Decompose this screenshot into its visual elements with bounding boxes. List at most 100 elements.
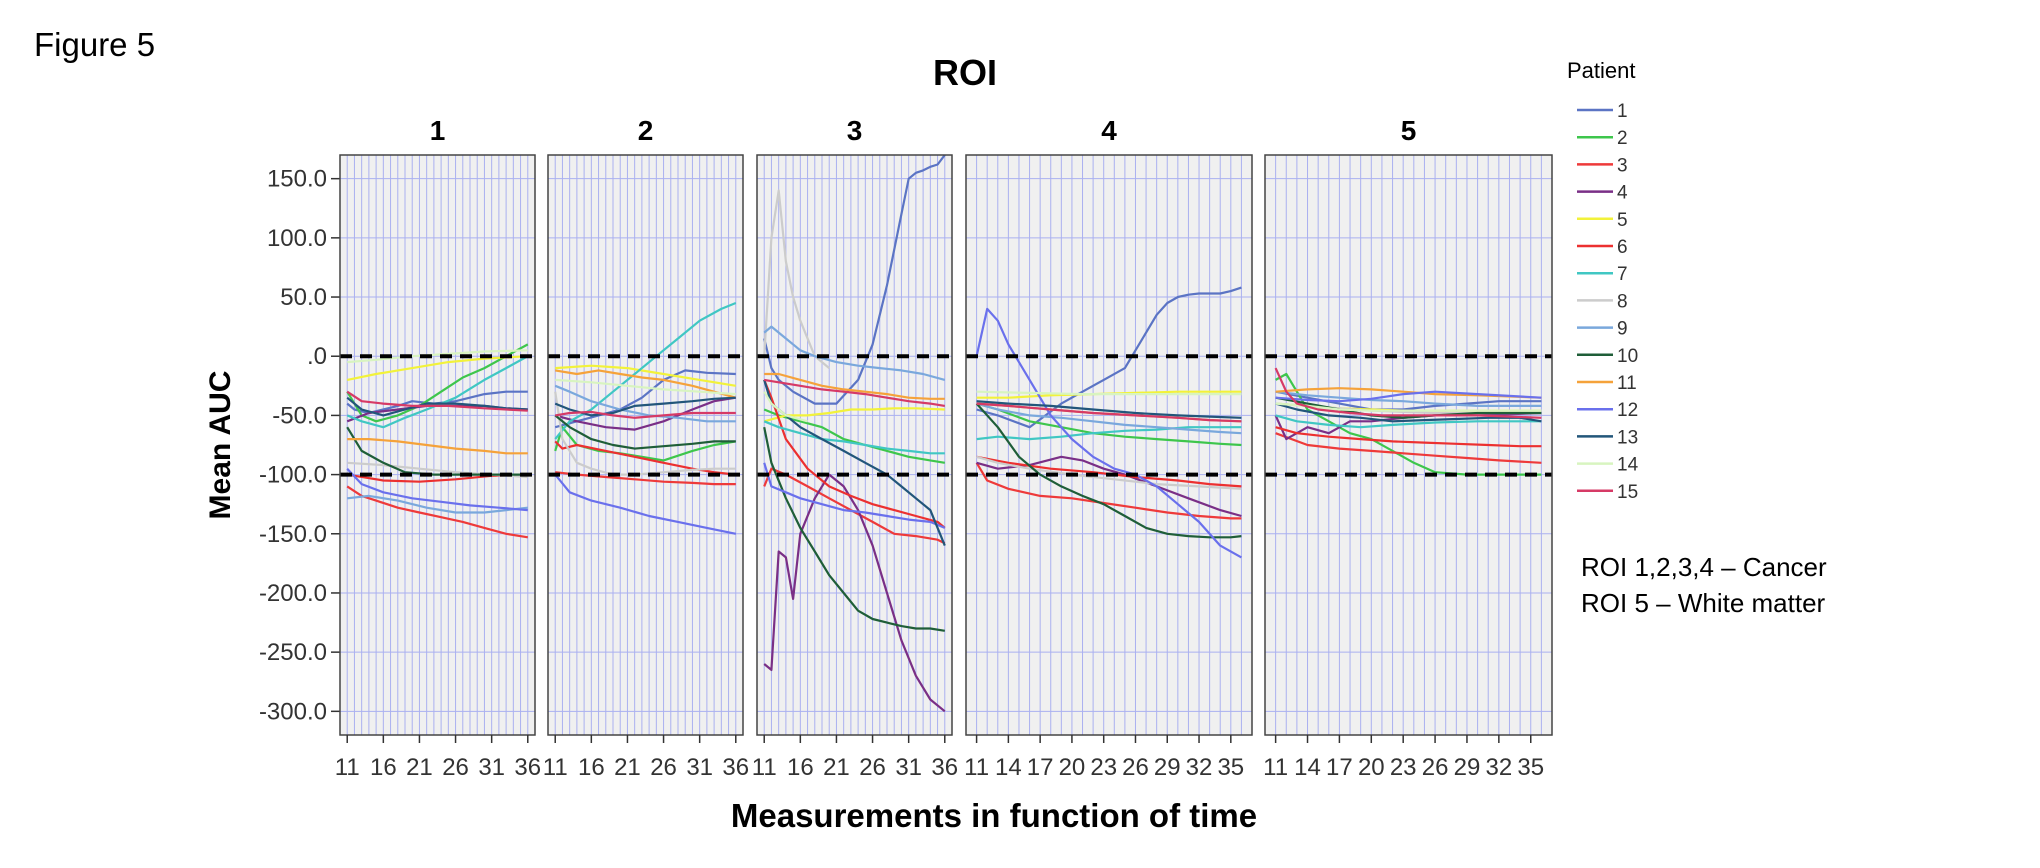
series-line-patient-2: [976, 402, 1242, 447]
x-tick-label: 26: [859, 754, 886, 781]
series-line-patient-11: [764, 372, 945, 400]
series-line-patient-9: [763, 325, 946, 381]
y-tick-label: -250.0: [259, 639, 327, 666]
series-line-patient-15: [976, 402, 1242, 423]
x-tick-label: 36: [931, 754, 958, 781]
x-tick-label: 20: [1059, 754, 1086, 781]
y-tick-label: 50.0: [280, 284, 327, 311]
series-line-patient-8: [976, 455, 1242, 490]
series-line-patient-15: [764, 378, 945, 407]
x-tick-label: 31: [895, 754, 922, 781]
plot-area: 150.0 100.0 50.0 .0 -50.0 -100.0 -150.0 -200.0 -…: [259, 115, 1553, 781]
x-tick-label: 26: [442, 754, 469, 781]
panel-border: [1264, 154, 1553, 736]
series-line-patient-13: [976, 400, 1242, 419]
x-tick-label: 29: [1454, 754, 1481, 781]
series-line-patient-5: [555, 364, 736, 387]
x-tick-label: 11: [1263, 754, 1288, 781]
legend-label: 4: [1617, 183, 1628, 204]
series-line-patient-14: [763, 391, 808, 423]
figure-label: Figure 5: [34, 26, 155, 63]
x-tick-label: 32: [1186, 754, 1213, 781]
panel-title: 2: [638, 115, 654, 146]
series-line-patient-9: [554, 384, 736, 423]
y-tick-label: -200.0: [259, 580, 327, 607]
panel-4-series: [975, 286, 1242, 559]
legend-label: 6: [1617, 237, 1628, 258]
y-tick-label: -300.0: [259, 698, 327, 725]
legend-label: 14: [1617, 455, 1639, 476]
x-tick-label: 11: [543, 754, 568, 781]
series-line-patient-4: [554, 396, 736, 431]
y-tick-label: 150.0: [267, 166, 327, 193]
panel-title: 5: [1401, 115, 1417, 146]
x-tick-label: 23: [1390, 754, 1417, 781]
series-line-patient-1: [763, 155, 946, 405]
series-line-patient-10: [554, 414, 736, 450]
legend-label: 10: [1617, 346, 1638, 367]
series-line-patient-1: [976, 286, 1242, 429]
series-line-patient-12: [763, 462, 946, 529]
x-tick-label: 17: [1027, 754, 1054, 781]
x-tick-label: 20: [1358, 754, 1385, 781]
x-tick-label: 35: [1217, 754, 1244, 781]
x-tick-label: 36: [514, 754, 541, 781]
y-axis-label: Mean AUC: [204, 371, 237, 520]
x-tick-label: 26: [650, 754, 677, 781]
legend-label: 5: [1617, 210, 1628, 231]
x-tick-label: 35: [1517, 754, 1544, 781]
series-line-patient-14: [976, 390, 1242, 396]
series-line-patient-13: [346, 396, 528, 417]
panel-2-series: [554, 301, 737, 535]
series-line-patient-15: [1274, 367, 1542, 419]
x-tick-label: 14: [1294, 754, 1321, 781]
legend-label: 12: [1617, 400, 1638, 421]
x-tick-label: 16: [370, 754, 397, 781]
x-tick-label: 26: [1422, 754, 1449, 781]
x-tick-label: 36: [722, 754, 749, 781]
panel-title: 3: [847, 115, 863, 146]
series-line-patient-8: [554, 391, 736, 476]
legend-label: 8: [1617, 291, 1628, 312]
x-tick-label: 21: [406, 754, 433, 781]
series-line-patient-6: [1275, 426, 1542, 448]
panel-border: [547, 154, 744, 736]
x-tick-label: 21: [823, 754, 850, 781]
series-line-patient-14: [555, 378, 736, 396]
series-line-patient-1: [554, 369, 736, 429]
panel-1-series: [346, 343, 529, 539]
x-tick-label: 23: [1090, 754, 1117, 781]
series-line-patient-7: [1275, 414, 1542, 429]
chart-title: ROI: [933, 52, 997, 93]
x-tick-label: 17: [1326, 754, 1353, 781]
legend-label: 9: [1617, 319, 1628, 340]
legend-title: Patient: [1567, 58, 1636, 83]
x-tick-label: 21: [614, 754, 641, 781]
x-tick-label: 32: [1486, 754, 1513, 781]
series-line-patient-10: [763, 426, 945, 632]
legend-label: 7: [1617, 264, 1628, 285]
y-tick-label: 100.0: [267, 225, 327, 252]
series-line-patient-7: [763, 420, 945, 455]
series-line-patient-3: [1275, 432, 1542, 464]
y-tick-label: -150.0: [259, 521, 327, 548]
series-line-patient-7: [346, 355, 529, 429]
series-line-patient-12: [975, 307, 1242, 559]
x-tick-label: 16: [578, 754, 605, 781]
series-line-patient-8: [763, 189, 830, 369]
x-tick-label: 14: [995, 754, 1022, 781]
x-tick-label: 11: [964, 754, 989, 781]
legend-label: 2: [1617, 128, 1628, 149]
series-line-patient-9: [976, 402, 1242, 435]
series-line-patient-14: [1275, 402, 1542, 412]
series-line-patient-15: [555, 410, 736, 419]
series-line-patient-13: [554, 396, 736, 417]
y-tick-label: -100.0: [259, 462, 327, 489]
panel-background: [340, 155, 535, 735]
legend-label: 15: [1617, 482, 1638, 503]
legend-label: 1: [1617, 101, 1628, 122]
x-tick-label: 11: [752, 754, 777, 781]
series-line-patient-7: [976, 426, 1242, 441]
